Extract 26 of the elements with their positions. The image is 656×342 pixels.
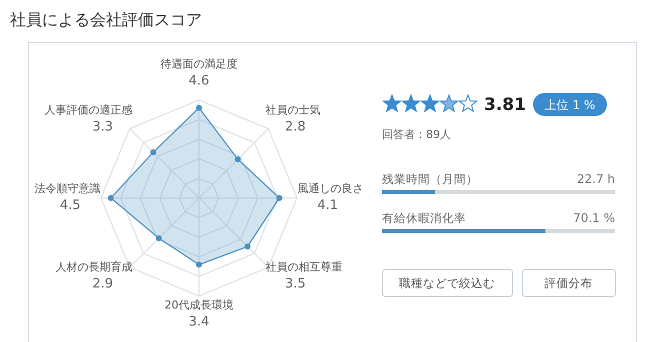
text: 2.8: [284, 120, 306, 135]
text: 4.6: [188, 73, 210, 88]
text: 評価分布: [544, 276, 592, 290]
text: 職種などで絞込む: [399, 276, 495, 290]
spoke-label: 風通しの良さ: [298, 182, 364, 195]
text: 3.4: [188, 314, 210, 330]
spoke-label: 人材の長期育成: [56, 260, 133, 274]
spoke-label: 法令順守意識: [34, 182, 100, 195]
text: 4.5: [60, 198, 81, 213]
text: 上位 1 %: [544, 98, 596, 112]
data-label: 22.7 h: [576, 172, 615, 186]
text: 3.81: [484, 95, 526, 115]
y-tick-label: 残業時間（月間）: [382, 172, 478, 186]
data-label: 70.1 %: [573, 211, 615, 225]
text: 3.3: [92, 120, 114, 135]
spoke-label: 待遇面の満足度: [160, 57, 238, 70]
y-tick-label: 有給休暇消化率: [382, 211, 466, 225]
spoke-label: 社員の相互尊重: [265, 260, 342, 274]
chart-title: 社員による会社評価スコア: [10, 10, 202, 29]
text: 3.5: [284, 276, 306, 292]
spoke-label: 社員の士気: [265, 104, 320, 117]
spoke-label: 人事評価の適正感: [44, 104, 133, 117]
text: 4.1: [317, 198, 338, 213]
text: 2.9: [92, 276, 114, 292]
spoke-label: 20代成長環境: [164, 298, 234, 312]
text: 回答者：89人: [382, 128, 451, 141]
